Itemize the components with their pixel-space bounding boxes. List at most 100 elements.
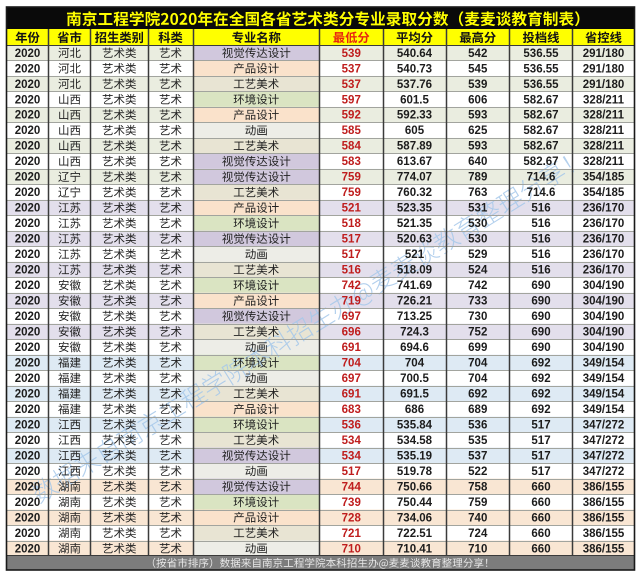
svg-text:2020: 2020 xyxy=(15,358,41,370)
svg-text:236/170: 236/170 xyxy=(583,218,625,230)
svg-text:734.06: 734.06 xyxy=(397,512,432,524)
svg-text:518.09: 518.09 xyxy=(397,265,432,277)
svg-text:692: 692 xyxy=(531,373,550,385)
svg-text:744: 744 xyxy=(342,481,362,493)
svg-text:516: 516 xyxy=(531,234,550,246)
svg-text:2020: 2020 xyxy=(15,481,41,493)
svg-text:613.67: 613.67 xyxy=(397,156,432,168)
svg-text:686: 686 xyxy=(405,404,424,416)
svg-text:2020: 2020 xyxy=(15,296,41,308)
svg-text:584: 584 xyxy=(342,141,362,153)
svg-text:758: 758 xyxy=(468,481,488,493)
svg-text:742: 742 xyxy=(468,280,487,292)
svg-text:539: 539 xyxy=(468,79,487,91)
svg-text:597: 597 xyxy=(342,94,361,106)
svg-text:625: 625 xyxy=(468,125,488,137)
svg-text:741.69: 741.69 xyxy=(397,280,432,292)
svg-text:660: 660 xyxy=(531,543,550,555)
svg-text:2020: 2020 xyxy=(15,172,41,184)
svg-text:692: 692 xyxy=(531,404,550,416)
svg-text:2020: 2020 xyxy=(15,280,41,292)
svg-text:2020: 2020 xyxy=(15,404,41,416)
svg-text:759: 759 xyxy=(342,187,361,199)
svg-text:516: 516 xyxy=(531,203,550,215)
svg-text:660: 660 xyxy=(531,512,550,524)
svg-text:517: 517 xyxy=(342,234,361,246)
svg-text:660: 660 xyxy=(531,481,550,493)
svg-text:236/170: 236/170 xyxy=(583,203,625,215)
svg-text:724.3: 724.3 xyxy=(400,327,429,339)
svg-text:750.44: 750.44 xyxy=(397,497,433,509)
svg-text:537: 537 xyxy=(342,63,361,75)
svg-text:516: 516 xyxy=(531,218,550,230)
svg-text:2020: 2020 xyxy=(15,373,41,385)
svg-text:721: 721 xyxy=(342,528,362,540)
svg-text:2020: 2020 xyxy=(15,528,41,540)
svg-text:535.84: 535.84 xyxy=(397,419,433,431)
svg-text:2020: 2020 xyxy=(15,435,41,447)
svg-text:759: 759 xyxy=(342,172,361,184)
svg-text:760.32: 760.32 xyxy=(397,187,432,199)
svg-text:2020: 2020 xyxy=(15,389,41,401)
svg-text:236/170: 236/170 xyxy=(583,234,625,246)
svg-text:2020: 2020 xyxy=(15,466,41,478)
svg-text:690: 690 xyxy=(531,327,550,339)
svg-text:710: 710 xyxy=(468,543,487,555)
svg-text:739: 739 xyxy=(342,497,361,509)
svg-text:582.67: 582.67 xyxy=(523,141,558,153)
svg-text:531: 531 xyxy=(468,203,488,215)
svg-text:2020: 2020 xyxy=(15,543,41,555)
svg-text:347/272: 347/272 xyxy=(583,450,625,462)
svg-text:606: 606 xyxy=(468,94,487,106)
svg-text:690: 690 xyxy=(531,280,550,292)
svg-text:386/155: 386/155 xyxy=(583,481,625,493)
svg-text:536: 536 xyxy=(468,419,487,431)
svg-text:349/154: 349/154 xyxy=(583,358,625,370)
svg-text:582.67: 582.67 xyxy=(523,125,558,137)
svg-text:730: 730 xyxy=(468,311,487,323)
svg-text:521.35: 521.35 xyxy=(397,218,433,230)
svg-text:689: 689 xyxy=(468,404,487,416)
svg-text:517: 517 xyxy=(531,435,550,447)
svg-text:587.89: 587.89 xyxy=(397,141,432,153)
svg-text:710.41: 710.41 xyxy=(397,543,433,555)
svg-text:2020: 2020 xyxy=(15,125,41,137)
svg-text:529: 529 xyxy=(468,249,487,261)
svg-text:726.21: 726.21 xyxy=(397,296,433,308)
svg-text:386/155: 386/155 xyxy=(583,528,625,540)
svg-text:537: 537 xyxy=(468,450,487,462)
svg-text:740: 740 xyxy=(468,512,487,524)
svg-text:291/180: 291/180 xyxy=(583,48,625,60)
svg-text:704: 704 xyxy=(342,358,362,370)
svg-text:691.5: 691.5 xyxy=(400,389,429,401)
svg-text:692: 692 xyxy=(531,389,550,401)
svg-text:536.55: 536.55 xyxy=(523,79,559,91)
svg-text:520.63: 520.63 xyxy=(397,234,432,246)
svg-text:2020: 2020 xyxy=(15,94,41,106)
svg-text:328/211: 328/211 xyxy=(583,110,625,122)
svg-text:521: 521 xyxy=(405,249,425,261)
svg-text:347/272: 347/272 xyxy=(583,466,625,478)
svg-text:2020: 2020 xyxy=(15,187,41,199)
svg-text:710: 710 xyxy=(342,543,361,555)
svg-text:592.33: 592.33 xyxy=(397,110,432,122)
svg-text:601.5: 601.5 xyxy=(400,94,429,106)
svg-text:2020: 2020 xyxy=(15,63,41,75)
svg-text:694.6: 694.6 xyxy=(400,342,429,354)
svg-text:733: 733 xyxy=(468,296,487,308)
svg-text:354/185: 354/185 xyxy=(583,172,625,184)
svg-text:2020: 2020 xyxy=(15,450,41,462)
svg-text:354/185: 354/185 xyxy=(583,187,625,199)
svg-text:690: 690 xyxy=(531,296,550,308)
svg-text:763: 763 xyxy=(468,187,487,199)
svg-text:592: 592 xyxy=(342,110,361,122)
svg-text:2020: 2020 xyxy=(15,342,41,354)
svg-text:2020: 2020 xyxy=(15,265,41,277)
svg-text:752: 752 xyxy=(468,327,487,339)
svg-text:582.67: 582.67 xyxy=(523,156,558,168)
svg-text:347/272: 347/272 xyxy=(583,435,625,447)
svg-text:704: 704 xyxy=(468,358,488,370)
svg-text:519.78: 519.78 xyxy=(397,466,433,478)
svg-text:535: 535 xyxy=(468,435,488,447)
svg-text:699: 699 xyxy=(468,342,487,354)
